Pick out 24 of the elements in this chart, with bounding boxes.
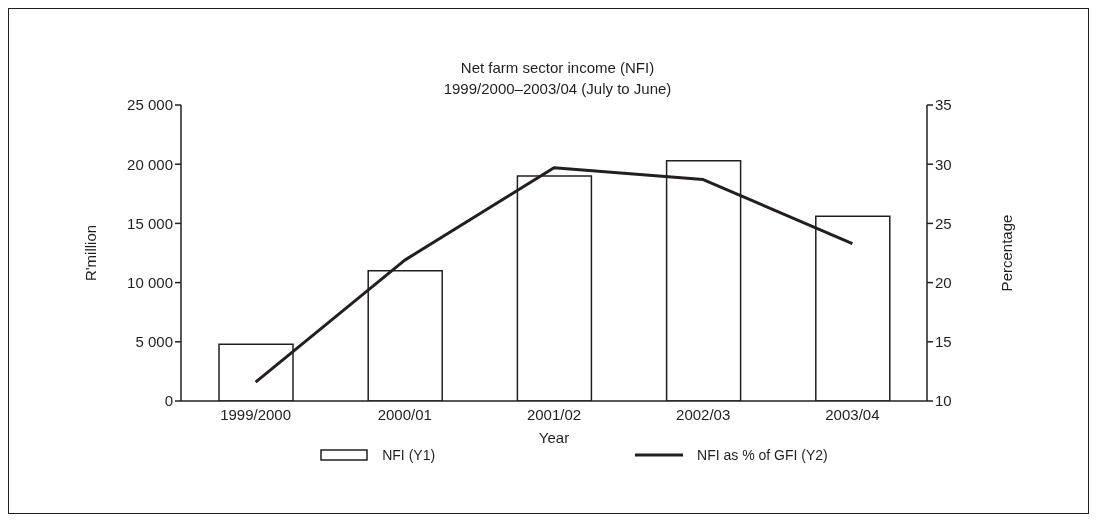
y-tick-label: 10 000 — [127, 273, 173, 291]
legend-label: NFI as % of GFI (Y2) — [697, 447, 828, 463]
y-axis-title: R'million — [82, 224, 100, 282]
x-tick-label: 2002/03 — [676, 405, 731, 423]
y2-tick-label: 30 — [935, 155, 952, 173]
chart-title: Net farm sector income (NFI) — [459, 58, 656, 78]
legend-label: NFI (Y1) — [382, 447, 436, 463]
y2-tick-label: 35 — [935, 96, 952, 114]
x-tick-label: 2003/04 — [825, 405, 880, 423]
y2-tick-label: 15 — [935, 333, 952, 351]
y2-axis-title: Percentage — [998, 214, 1016, 292]
y-tick-label: 25 000 — [127, 96, 173, 114]
y2-tick-label: 25 — [935, 214, 952, 232]
x-tick-label: 2000/01 — [377, 405, 432, 423]
y-tick-label: 15 000 — [127, 214, 173, 232]
y-tick-label: 5 000 — [135, 333, 173, 351]
y2-tick-label: 20 — [935, 273, 952, 291]
chart-subtitle: 1999/2000–2003/04 (July to June) — [443, 80, 672, 97]
y-tick-label: 0 — [164, 392, 173, 410]
y-tick-label: 20 000 — [127, 155, 173, 173]
y2-tick-label: 10 — [935, 392, 952, 410]
x-tick-label: 2001/02 — [526, 405, 582, 423]
x-axis-title: Year — [538, 429, 570, 446]
x-tick-label: 1999/2000 — [220, 405, 292, 423]
